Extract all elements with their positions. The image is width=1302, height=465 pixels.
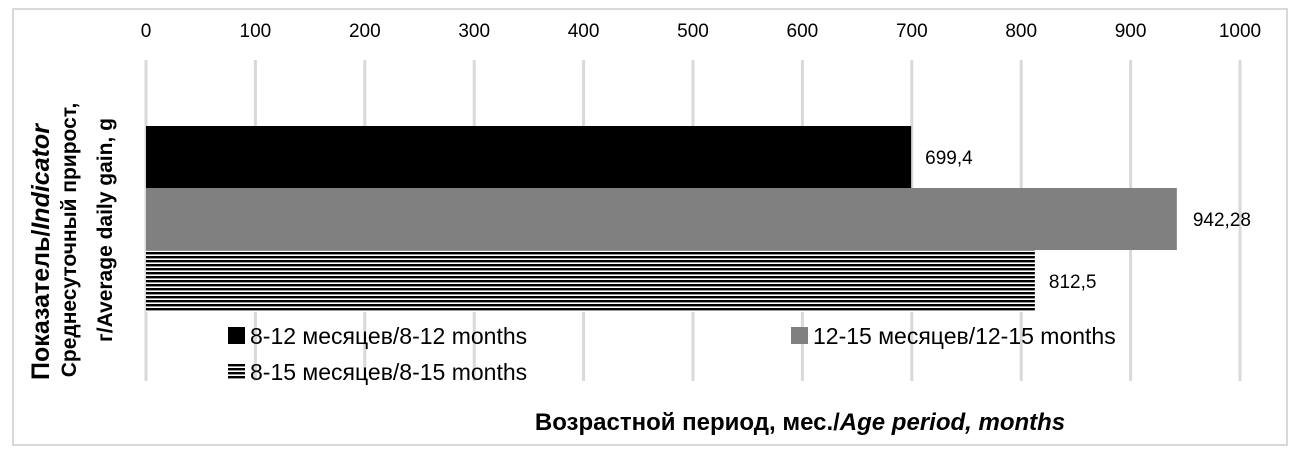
x-axis-title-italic: Age period, months [839, 409, 1065, 436]
legend-label: 8-15 месяцев/8-15 months [250, 359, 527, 385]
x-tick-label: 900 [1115, 21, 1147, 42]
legend-label: 12-15 месяцев/12-15 months [813, 323, 1116, 349]
x-tick-label: 100 [240, 21, 272, 42]
x-tick-label: 400 [568, 21, 600, 42]
legend-swatch [228, 363, 245, 380]
bars [146, 126, 1177, 312]
data-label: 942,28 [1193, 210, 1251, 231]
y-axis-title-line1-italic: Indicator [27, 123, 55, 230]
x-tick-label: 1000 [1219, 21, 1261, 42]
x-tick-label: 600 [787, 21, 819, 42]
legend: 8-12 месяцев/8-12 months 12-15 месяцев/12… [228, 323, 1116, 385]
x-tick-label: 500 [677, 21, 709, 42]
legend-swatch [228, 327, 245, 344]
svg-text:Показатель/Indicator: Показатель/Indicator [27, 123, 55, 380]
y-axis-title-line1-regular: Показатель/ [27, 230, 55, 380]
x-tick-label: 200 [349, 21, 381, 42]
legend-label: 8-12 месяцев/8-12 months [250, 323, 527, 349]
y-axis-title-line3: г/Average daily gain, g [94, 118, 117, 342]
x-axis-title-regular: Возрастной период, мес./ [535, 409, 840, 436]
data-label: 812,5 [1049, 272, 1097, 293]
bar-series-3 [146, 250, 1035, 312]
x-tick-labels: 0 100 200 300 400 500 600 700 800 900 1000 [141, 21, 1261, 42]
x-tick-label: 700 [896, 21, 928, 42]
data-labels: 699,4 942,28 812,5 [925, 148, 1251, 293]
y-axis-title-line2: Среднесуточный прирост, [58, 103, 81, 378]
bar-series-2 [146, 188, 1177, 250]
x-tick-label: 300 [458, 21, 490, 42]
data-label: 699,4 [925, 148, 973, 169]
x-axis-title: Возрастной период, мес./Age period, mont… [535, 409, 1065, 436]
x-tick-label: 800 [1005, 21, 1037, 42]
bar-series-1 [146, 126, 912, 188]
x-tick-label: 0 [141, 21, 152, 42]
legend-swatch [791, 327, 808, 344]
y-axis-title: Показатель/Indicator Среднесуточный прир… [27, 103, 117, 380]
